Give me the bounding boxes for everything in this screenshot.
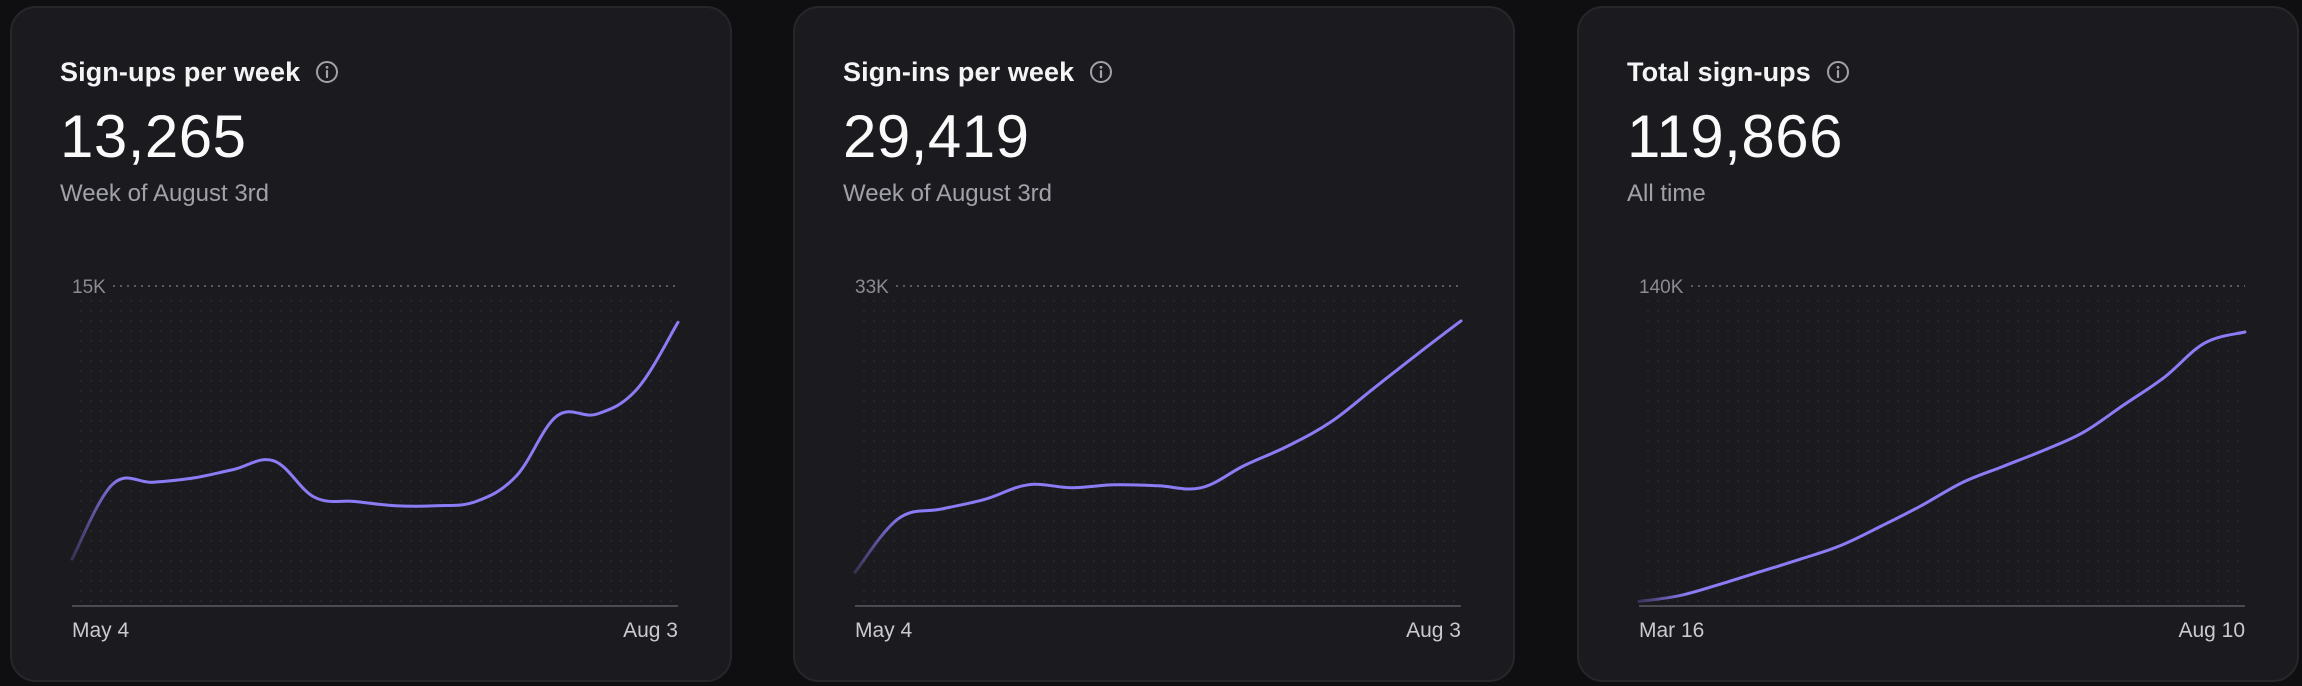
series-line bbox=[853, 319, 1463, 574]
metric-subtitle: All time bbox=[1627, 180, 1706, 207]
card-title: Sign-ins per week bbox=[843, 56, 1075, 87]
info-icon[interactable] bbox=[314, 59, 340, 85]
plot-area bbox=[855, 300, 1461, 606]
y-max-label: 33K bbox=[855, 277, 889, 298]
signins-chart: 33K May 4 Aug 3 bbox=[853, 277, 1463, 642]
total-signups-chart: 140K Mar 16 Aug 10 bbox=[1637, 277, 2247, 642]
signups-chart: 15K May 4 Aug 3 bbox=[70, 277, 680, 642]
metric-value: 119,866 bbox=[1627, 103, 1843, 170]
x-tick-label-start: Mar 16 bbox=[1639, 619, 1704, 642]
metric-subtitle: Week of August 3rd bbox=[60, 180, 270, 207]
metric-subtitle: Week of August 3rd bbox=[843, 180, 1053, 207]
x-tick-label-end: Aug 3 bbox=[1406, 619, 1461, 642]
signups-card: Sign-ups per week 13,265 Week of August … bbox=[10, 6, 732, 682]
card-title: Total sign-ups bbox=[1627, 56, 1811, 87]
plot-area bbox=[72, 300, 678, 606]
x-tick-label-start: May 4 bbox=[855, 619, 913, 642]
series-line bbox=[1637, 330, 2247, 603]
y-max-label: 140K bbox=[1639, 277, 1684, 298]
signins-card: Sign-ins per week 29,419 Week of August … bbox=[793, 6, 1515, 682]
x-tick-label-end: Aug 3 bbox=[623, 619, 678, 642]
info-icon[interactable] bbox=[1088, 59, 1114, 85]
plot-area bbox=[1639, 300, 2245, 606]
x-tick-label-start: May 4 bbox=[72, 619, 130, 642]
info-icon[interactable] bbox=[1825, 59, 1851, 85]
metric-value: 13,265 bbox=[60, 103, 247, 170]
total-signups-card: Total sign-ups 119,866 All time 140K Mar … bbox=[1577, 6, 2299, 682]
series-line bbox=[70, 320, 680, 561]
metric-value: 29,419 bbox=[843, 103, 1030, 170]
y-max-label: 15K bbox=[72, 277, 106, 298]
x-tick-label-end: Aug 10 bbox=[2178, 619, 2245, 642]
card-title: Sign-ups per week bbox=[60, 56, 301, 87]
